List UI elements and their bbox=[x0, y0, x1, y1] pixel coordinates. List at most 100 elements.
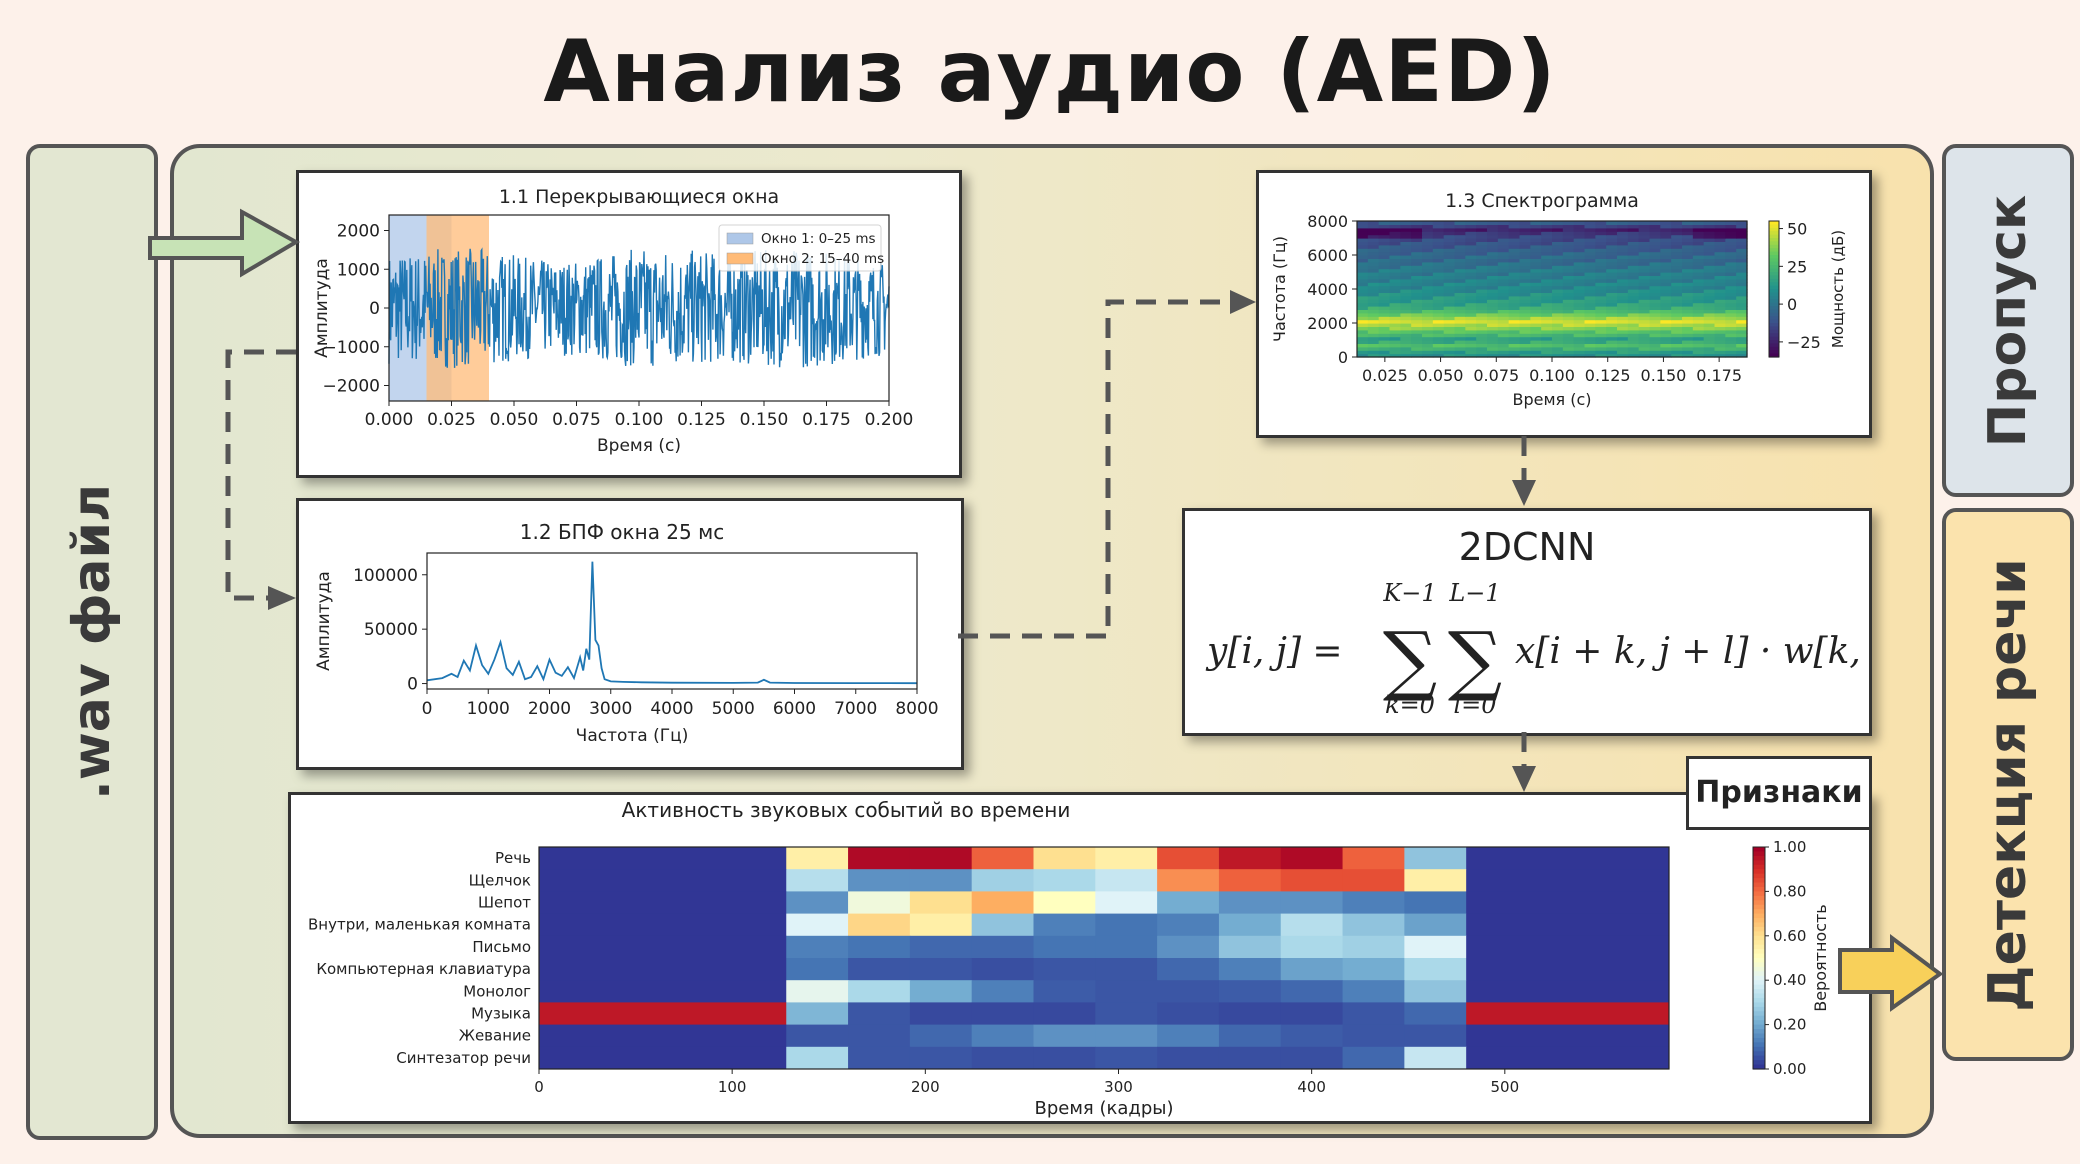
spectrogram-cell bbox=[1367, 227, 1380, 232]
spectrogram-cell bbox=[1422, 272, 1434, 276]
spectrogram-cell bbox=[1487, 272, 1499, 276]
heatmap-cell bbox=[1095, 847, 1158, 870]
spectrogram-cell bbox=[1508, 285, 1521, 290]
spectrogram-cell bbox=[1552, 302, 1564, 307]
spectrogram-cell bbox=[1649, 268, 1661, 273]
spectrogram-cell bbox=[1497, 306, 1510, 310]
spectrogram-cell bbox=[1627, 353, 1640, 358]
spectrogram-cell bbox=[1649, 248, 1661, 253]
overlapping-windows-panel: 1.1 Перекрывающиеся окна 0.000 0.025 0.050 0… bbox=[296, 170, 962, 478]
spectrogram-cell bbox=[1660, 238, 1672, 242]
spectrogram-cell bbox=[1541, 329, 1553, 334]
spectrogram-cell bbox=[1573, 299, 1586, 304]
spectrogram-cell bbox=[1443, 340, 1456, 344]
spectrogram-cell bbox=[1497, 282, 1510, 287]
spectrogram-cell bbox=[1660, 234, 1672, 239]
spectrogram-cell bbox=[1617, 292, 1629, 297]
spectrogram-cell bbox=[1530, 289, 1542, 293]
spectrogram-cell bbox=[1736, 323, 1748, 327]
spectrogram-cell bbox=[1703, 238, 1716, 242]
spectrogram-cell bbox=[1660, 326, 1672, 331]
colorbar-cell bbox=[1769, 350, 1779, 355]
spectrogram-cell bbox=[1432, 282, 1445, 287]
spectrogram-cell bbox=[1357, 309, 1369, 314]
spectrogram-cell bbox=[1573, 265, 1586, 270]
spectrogram-cell bbox=[1432, 292, 1445, 297]
spectrogram-cell bbox=[1660, 319, 1672, 324]
spectrogram-cell bbox=[1508, 316, 1521, 321]
heatmap-cell bbox=[1280, 958, 1344, 981]
colorbar-cell bbox=[1753, 869, 1765, 875]
spectrogram-cell bbox=[1627, 295, 1640, 300]
spectrogram-cell bbox=[1627, 289, 1640, 293]
spectrogram-cell bbox=[1552, 261, 1564, 266]
colorbar-cell bbox=[1769, 309, 1779, 314]
spectrogram-cell bbox=[1595, 251, 1607, 256]
heatmap-cell bbox=[1095, 869, 1158, 892]
spectrogram-cell bbox=[1400, 248, 1412, 253]
spectrogram-cell bbox=[1617, 238, 1629, 242]
spectrogram-cell bbox=[1703, 248, 1716, 253]
spectrogram-cell bbox=[1703, 244, 1716, 249]
spectrogram-cell bbox=[1703, 319, 1716, 324]
spectrogram-cell bbox=[1476, 268, 1488, 273]
spectrogram-cell bbox=[1454, 224, 1466, 229]
spectrogram-cell bbox=[1714, 261, 1726, 266]
spectrogram-cell bbox=[1573, 343, 1586, 348]
spectrogram-cell bbox=[1660, 289, 1672, 293]
spectrogram-cell bbox=[1454, 309, 1466, 314]
spectrogram-cell bbox=[1400, 340, 1412, 344]
spectrogram-cell bbox=[1606, 278, 1618, 283]
spectrogram-cell bbox=[1367, 350, 1380, 355]
heatmap-cell bbox=[539, 891, 787, 915]
spectrogram-cell bbox=[1454, 268, 1466, 273]
spectrogram-cell bbox=[1595, 329, 1607, 334]
heatmap-cell bbox=[848, 869, 911, 892]
spectrogram-cell bbox=[1519, 231, 1531, 236]
spectrogram-cell bbox=[1714, 268, 1726, 273]
spectrogram-cell bbox=[1703, 323, 1716, 327]
spectrogram-cell bbox=[1649, 312, 1661, 317]
spectrogram-cell bbox=[1606, 251, 1618, 256]
heatmap-cell bbox=[1342, 847, 1405, 870]
spectrogram-cell bbox=[1443, 238, 1456, 242]
heatmap-cell bbox=[909, 958, 973, 981]
colorbar-label: Вероятность bbox=[1811, 904, 1830, 1012]
spectrogram-cell bbox=[1649, 251, 1661, 256]
spectrogram-cell bbox=[1692, 268, 1705, 273]
spectrogram-cell bbox=[1573, 278, 1586, 283]
spectrogram-cell bbox=[1627, 224, 1640, 229]
spectrogram-cell bbox=[1562, 289, 1575, 293]
spectrogram-cell bbox=[1443, 316, 1456, 321]
spectrogram-cell bbox=[1487, 251, 1499, 256]
spectrogram-cell bbox=[1519, 248, 1531, 253]
spectrogram-cell bbox=[1432, 299, 1445, 304]
spectrogram-cell bbox=[1378, 336, 1391, 341]
spectrogram-cell bbox=[1357, 221, 1369, 225]
spectrogram-cell bbox=[1519, 323, 1531, 327]
spectrogram-cell bbox=[1584, 309, 1596, 314]
spectrogram-cell bbox=[1378, 282, 1391, 287]
spectrogram-cell bbox=[1357, 302, 1369, 307]
spectrogram-cell bbox=[1627, 336, 1640, 341]
colorbar-cell bbox=[1769, 265, 1779, 270]
spectrogram-cell bbox=[1703, 261, 1716, 266]
spectrogram-cell bbox=[1682, 319, 1694, 324]
spectrogram-cell bbox=[1552, 312, 1564, 317]
spectrogram-cell bbox=[1627, 326, 1640, 331]
spectrogram-cell bbox=[1638, 224, 1651, 229]
spectrogram-cell bbox=[1725, 224, 1737, 229]
spectrogram-cell bbox=[1725, 353, 1737, 358]
spectrogram-cell bbox=[1422, 231, 1434, 236]
colorbar-tick-label: 0.40 bbox=[1773, 971, 1806, 989]
heatmap-cell bbox=[1404, 847, 1467, 870]
spectrogram-cell bbox=[1617, 282, 1629, 287]
spectrogram-cell bbox=[1617, 275, 1629, 280]
spectrogram-cell bbox=[1411, 272, 1423, 276]
spectrogram-cell bbox=[1627, 319, 1640, 324]
x-tick-label: 0.075 bbox=[1473, 366, 1519, 385]
spectrogram-cell bbox=[1692, 350, 1705, 355]
spectrogram-cell bbox=[1465, 353, 1477, 358]
y-tick-label: 6000 bbox=[1307, 246, 1348, 265]
colorbar-tick-label: 0.00 bbox=[1773, 1060, 1806, 1078]
